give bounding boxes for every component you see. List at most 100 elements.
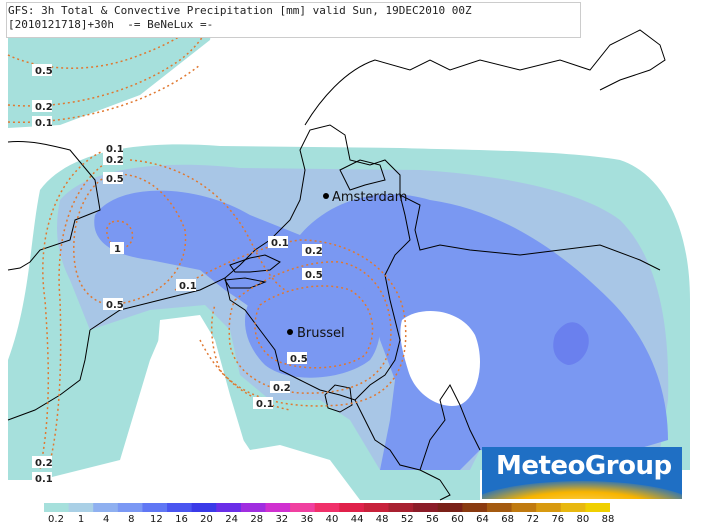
legend-tick: 1 bbox=[77, 514, 85, 525]
precip-center-brussel bbox=[245, 277, 381, 378]
contour-label: 0.1 bbox=[268, 236, 289, 249]
legend-tick: 76 bbox=[551, 514, 565, 525]
svg-text:0.2: 0.2 bbox=[35, 102, 53, 113]
map-title: GFS: 3h Total & Convective Precipitation… bbox=[8, 4, 472, 17]
ijsselmeer bbox=[339, 159, 386, 191]
coastline-mainland bbox=[89, 124, 661, 331]
contour-label: 0.1 bbox=[103, 142, 124, 155]
legend-tick: 4 bbox=[102, 514, 110, 525]
legend-swatch bbox=[413, 503, 439, 512]
legend-swatch bbox=[44, 503, 70, 512]
legend-swatch bbox=[560, 503, 586, 512]
contour-topleft-0.1 bbox=[7, 64, 201, 124]
legend-swatch bbox=[511, 503, 537, 512]
contour-west-0.5 bbox=[73, 173, 187, 306]
legend-swatch bbox=[314, 503, 340, 512]
precip-gap-germany bbox=[400, 311, 480, 406]
svg-text:0.5: 0.5 bbox=[290, 354, 308, 365]
contour-center-0.2 bbox=[228, 261, 392, 394]
legend-color-bar bbox=[44, 503, 610, 512]
contour-label: 0.1 bbox=[32, 472, 53, 485]
legend-tick: 80 bbox=[576, 514, 590, 525]
contour-label: 0.1 bbox=[253, 397, 274, 410]
legend-swatch bbox=[265, 503, 291, 512]
svg-text:0.2: 0.2 bbox=[106, 155, 124, 166]
border-be-de bbox=[354, 299, 401, 401]
legend-swatch bbox=[93, 503, 119, 512]
legend-tick: 40 bbox=[325, 514, 339, 525]
legend-tick: 44 bbox=[350, 514, 364, 525]
contour-west-0.2 bbox=[49, 159, 111, 463]
legend-tick: 52 bbox=[400, 514, 414, 525]
legend-tick: 60 bbox=[451, 514, 464, 525]
contour-label: 0.2 bbox=[32, 100, 53, 113]
contour-label-group: 0.5 0.2 0.1 0.1 0.2 0.5 1 0.5 0.1 0.1 0.… bbox=[32, 64, 323, 485]
legend-tick: 20 bbox=[200, 514, 213, 525]
legend-tick: 16 bbox=[175, 514, 188, 525]
contour-label: 0.1 bbox=[176, 279, 197, 292]
legend-tick: 28 bbox=[250, 514, 264, 525]
svg-text:0.5: 0.5 bbox=[106, 300, 124, 311]
contour-label: 0.5 bbox=[103, 298, 124, 311]
svg-text:0.1: 0.1 bbox=[179, 281, 197, 292]
precip-gap-france bbox=[130, 315, 245, 470]
city-label-brussel: Brussel bbox=[297, 326, 345, 341]
legend-swatch bbox=[240, 503, 266, 512]
contour-label: 0.2 bbox=[32, 456, 53, 469]
legend-swatch bbox=[117, 503, 143, 512]
svg-text:0.1: 0.1 bbox=[256, 399, 274, 410]
legend-swatch bbox=[388, 503, 414, 512]
svg-text:0.2: 0.2 bbox=[305, 246, 323, 257]
legend-swatch bbox=[585, 503, 610, 512]
svg-text:0.5: 0.5 bbox=[106, 174, 124, 185]
legend-tick: 72 bbox=[526, 514, 540, 525]
border-be-fr bbox=[224, 277, 356, 401]
precip-max-east bbox=[553, 322, 589, 365]
legend-tick: 24 bbox=[225, 514, 238, 525]
contour-label: 1 bbox=[110, 242, 124, 255]
legend-swatch bbox=[363, 503, 390, 512]
border-fr-de bbox=[419, 384, 481, 471]
svg-text:0.1: 0.1 bbox=[271, 238, 289, 249]
contour-label: 0.1 bbox=[32, 116, 53, 129]
coast-france-west bbox=[7, 329, 91, 421]
legend-tick: 68 bbox=[501, 514, 514, 525]
logo-text: MeteoGroup bbox=[496, 451, 672, 481]
svg-text:0.1: 0.1 bbox=[35, 118, 53, 129]
city-dot-amsterdam bbox=[323, 193, 329, 199]
city-dot-brussel bbox=[287, 329, 293, 335]
legend-swatch bbox=[339, 503, 365, 512]
precip-area-topleft bbox=[8, 10, 215, 128]
legend-swatch bbox=[191, 503, 217, 512]
header-box bbox=[6, 2, 581, 38]
border-fr-ch bbox=[439, 479, 451, 501]
legend-swatch bbox=[486, 503, 513, 512]
svg-text:0.1: 0.1 bbox=[35, 474, 53, 485]
precip-area-high bbox=[94, 190, 668, 470]
contour-mid-0.1 bbox=[129, 159, 286, 291]
legend-swatch bbox=[68, 503, 94, 512]
legend-swatch bbox=[437, 503, 463, 512]
legend-tick: 36 bbox=[300, 514, 314, 525]
legend-tick: 8 bbox=[128, 514, 135, 525]
contour-west-0.1 bbox=[39, 149, 106, 471]
legend-swatch bbox=[142, 503, 168, 512]
coastlines-borders bbox=[7, 29, 666, 501]
legend-tick: 48 bbox=[375, 514, 389, 525]
border-nl-de bbox=[384, 194, 411, 301]
contour-label: 0.2 bbox=[103, 153, 124, 166]
legend-tick: 64 bbox=[476, 514, 489, 525]
logo-sun-icon bbox=[482, 481, 682, 499]
svg-text:0.5: 0.5 bbox=[35, 66, 53, 77]
coastline-uk-south bbox=[7, 141, 101, 271]
city-markers: Amsterdam Brussel bbox=[287, 190, 407, 341]
legend-tick: 0.2 bbox=[48, 514, 64, 525]
lux-outline bbox=[324, 384, 353, 413]
legend-tick: 12 bbox=[149, 514, 163, 525]
legend-tick: 56 bbox=[425, 514, 439, 525]
zeeland-islands bbox=[224, 254, 281, 289]
contour-topleft-0.5 bbox=[7, 9, 206, 69]
legend-swatch bbox=[167, 503, 193, 512]
legend-swatch bbox=[462, 503, 488, 512]
